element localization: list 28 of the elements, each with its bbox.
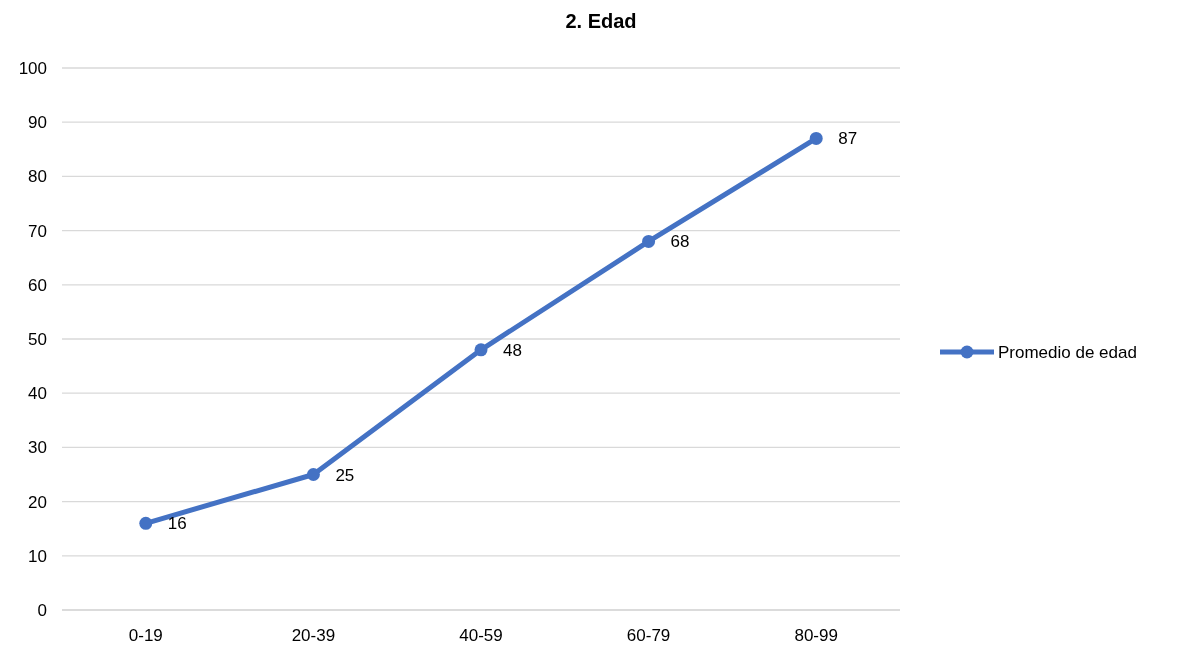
point [642,234,656,248]
chart-title: 2. Edad [565,10,637,32]
y-tick-label: 70 [28,221,47,241]
y-tick-label: 40 [28,384,47,404]
x-tick-label: 20-39 [291,626,336,645]
data-label: 87 [838,129,858,149]
data-label: 68 [670,232,690,252]
point [306,468,320,481]
data-label: 16 [167,514,187,534]
data-label: 48 [503,340,522,360]
x-tick-label: 0-19 [128,626,163,645]
y-tick-label: 80 [28,167,47,187]
y-tick-label: 50 [28,330,47,349]
y-tick-label: 100 [18,59,47,78]
data-label: 25 [335,465,355,485]
y-tick-label: 60 [28,275,47,295]
y-tick-label: 10 [28,546,47,566]
x-tick-label: 40-59 [459,626,503,645]
x-tick-label: 80-99 [794,626,838,645]
point [809,131,823,145]
point [474,343,488,357]
legend-label: Promedio de edad [998,343,1137,362]
point [139,516,153,530]
y-tick-label: 90 [28,113,47,133]
y-tick-label: 0 [37,601,47,620]
y-tick-label: 30 [28,438,47,458]
x-tick-label: 60-79 [626,626,671,645]
y-tick-label: 20 [28,492,47,512]
